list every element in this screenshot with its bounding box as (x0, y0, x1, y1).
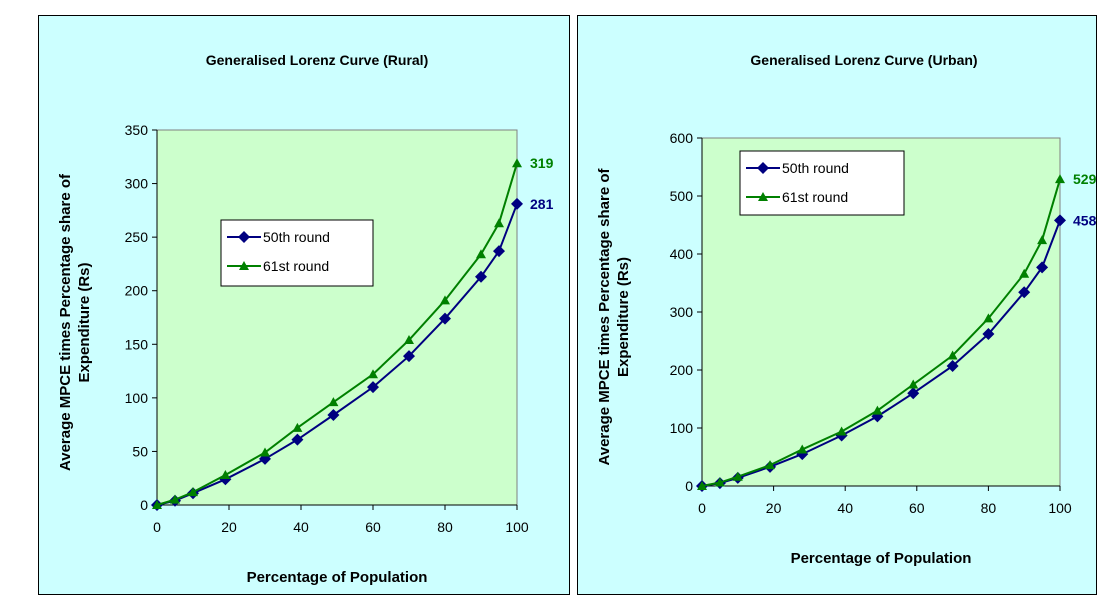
data-point (292, 422, 303, 432)
chart-title: Generalised Lorenz Curve (Rural) (206, 52, 429, 68)
x-axis-title: Percentage of Population (247, 569, 428, 586)
end-value-label: 529 (1073, 171, 1097, 187)
end-value-label: 281 (530, 196, 554, 212)
data-point (367, 381, 379, 394)
legend-marker (757, 162, 769, 174)
y-tick-label: 200 (125, 283, 149, 299)
data-point (170, 494, 180, 504)
y-tick-label: 500 (670, 188, 694, 204)
data-point (946, 359, 959, 372)
legend-box (220, 219, 374, 287)
data-point (765, 460, 776, 470)
y-tick-label: 300 (670, 304, 694, 320)
data-point (1036, 261, 1049, 274)
x-axis-title: Percentage of Population (791, 550, 972, 567)
x-tick-label: 100 (505, 519, 529, 535)
y-tick-label: 350 (125, 122, 149, 138)
data-point (152, 500, 162, 509)
data-point (475, 270, 487, 283)
x-tick-label: 100 (1048, 500, 1072, 516)
data-point (982, 328, 995, 341)
legend-marker (758, 192, 768, 201)
data-point (188, 487, 198, 497)
chart-rural: Generalised Lorenz Curve (Rural) 0 50 100 15… (57, 52, 554, 586)
data-point (732, 471, 743, 481)
y-tick-label: 600 (670, 130, 694, 146)
legend-marker (239, 261, 249, 270)
data-point (291, 433, 304, 446)
data-point (328, 397, 339, 407)
x-tick-label: 80 (437, 519, 453, 535)
data-point (327, 409, 340, 421)
y-tick-label: 300 (125, 176, 149, 192)
data-point (493, 245, 505, 258)
data-point (872, 405, 883, 415)
y-tick-label: 100 (670, 420, 694, 436)
data-point (511, 197, 523, 210)
chart-title: Generalised Lorenz Curve (Urban) (750, 52, 977, 68)
y-axis-title-line: Expenditure (Rs) (76, 262, 93, 382)
y-tick-label: 150 (125, 336, 149, 352)
chart-panel-urban: Generalised Lorenz Curve (Urban) 0 100 200 3… (577, 15, 1097, 595)
data-point (260, 447, 270, 457)
y-tick-label: 50 (132, 443, 148, 459)
legend-label: 50th round (782, 160, 849, 176)
x-tick-label: 0 (153, 519, 161, 535)
legend-box (739, 150, 905, 216)
x-tick-label: 20 (766, 500, 782, 516)
data-point (908, 379, 919, 389)
y-tick-label: 0 (685, 478, 693, 494)
data-point (1019, 268, 1030, 278)
data-point (983, 313, 994, 323)
data-point (512, 158, 522, 168)
y-tick-label: 0 (140, 497, 148, 513)
x-tick-label: 80 (981, 500, 997, 516)
data-point (797, 444, 808, 454)
y-axis-title: Average MPCE times Percentage share of Ex… (57, 173, 93, 471)
data-point (368, 369, 378, 379)
data-point (1054, 214, 1066, 227)
chart-panel-rural: Generalised Lorenz Curve (Rural) 0 50 100 15… (38, 15, 570, 595)
x-tick-label: 0 (698, 500, 706, 516)
x-tick-label: 20 (221, 519, 237, 535)
data-point (836, 426, 847, 436)
y-axis-title: Average MPCE times Percentage share of Ex… (596, 167, 632, 465)
data-point (476, 249, 486, 259)
legend-marker (238, 231, 250, 243)
data-point (439, 312, 451, 325)
data-point (440, 295, 450, 305)
legend-label: 61st round (263, 258, 329, 274)
data-point (714, 477, 725, 487)
x-tick-label: 60 (365, 519, 381, 535)
x-tick-label: 40 (837, 500, 853, 516)
data-point (404, 335, 414, 344)
y-tick-label: 100 (125, 390, 149, 406)
legend-label: 50th round (263, 229, 330, 245)
y-tick-label: 200 (670, 362, 694, 378)
data-point (907, 387, 920, 400)
data-point (1055, 174, 1065, 184)
y-axis-title-line: Expenditure (Rs) (615, 257, 632, 377)
legend-label: 61st round (782, 189, 848, 205)
y-axis-title-line: Average MPCE times Percentage share of (596, 167, 613, 465)
end-value-label: 458 (1073, 212, 1097, 228)
data-point (947, 350, 958, 360)
y-tick-label: 250 (125, 229, 149, 245)
data-point (697, 481, 707, 490)
plot-area (156, 129, 518, 506)
x-tick-label: 40 (293, 519, 309, 535)
end-value-label: 319 (530, 155, 554, 171)
data-point (1037, 235, 1048, 245)
y-tick-label: 400 (670, 246, 694, 262)
data-point (1018, 286, 1031, 299)
data-point (220, 470, 231, 479)
data-point (403, 350, 415, 363)
x-tick-label: 60 (909, 500, 925, 516)
y-axis-title-line: Average MPCE times Percentage share of (57, 173, 74, 471)
chart-urban: Generalised Lorenz Curve (Urban)01002003… (596, 52, 1097, 567)
data-point (494, 218, 504, 228)
